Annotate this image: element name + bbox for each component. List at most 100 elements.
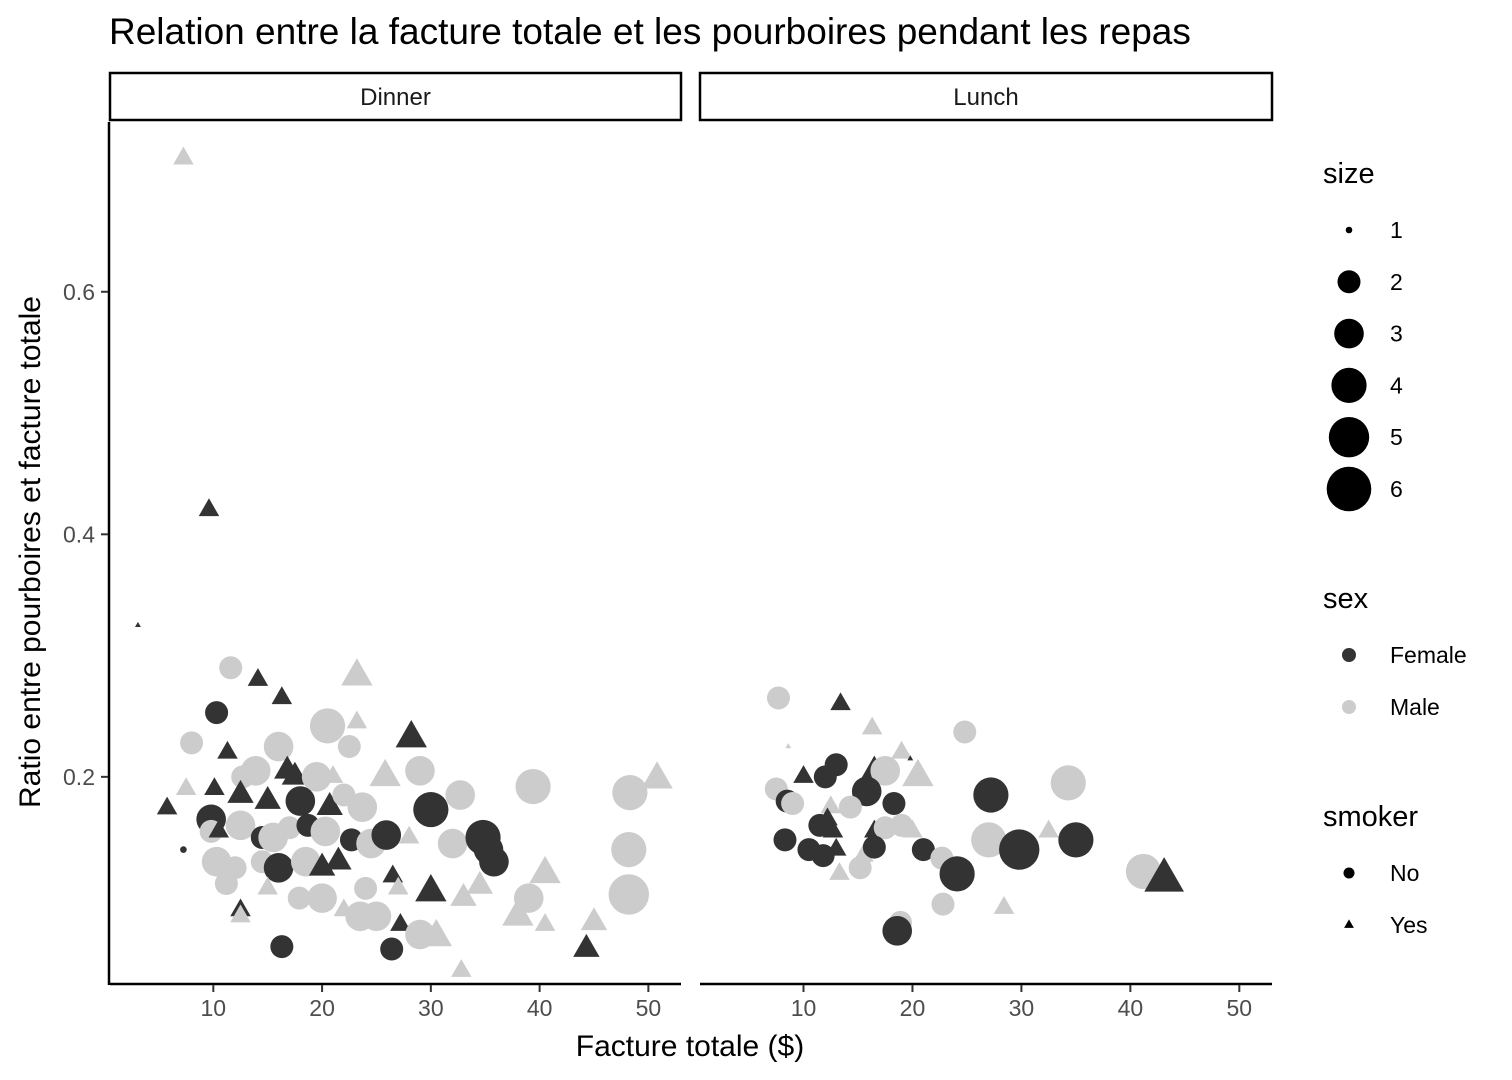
data-point bbox=[263, 731, 294, 762]
data-point bbox=[180, 846, 187, 853]
data-point bbox=[953, 720, 977, 744]
data-point bbox=[608, 874, 649, 915]
data-point bbox=[240, 755, 271, 786]
chart-title: Relation entre la facture totale et les … bbox=[109, 11, 1191, 52]
data-point bbox=[861, 716, 883, 735]
legend-smoker-label: No bbox=[1390, 860, 1419, 886]
strip-label-dinner: Dinner bbox=[360, 84, 431, 111]
data-point bbox=[450, 882, 477, 906]
data-point bbox=[322, 765, 344, 783]
data-point bbox=[173, 146, 194, 165]
legend-size: size 1 2 3 4 5 6 bbox=[1323, 158, 1403, 512]
data-point bbox=[254, 785, 281, 809]
legend-sex: sex Female Male bbox=[1323, 583, 1467, 720]
x-tick-label: 10 bbox=[791, 995, 817, 1021]
legend-size-title: size bbox=[1323, 158, 1375, 190]
data-point bbox=[308, 852, 336, 876]
data-point bbox=[281, 761, 309, 785]
legend-smoker: smoker No Yes bbox=[1323, 801, 1428, 938]
legend-size-label: 6 bbox=[1390, 476, 1403, 502]
data-point bbox=[573, 933, 600, 957]
legend-sex-key bbox=[1342, 700, 1356, 714]
data-point bbox=[931, 892, 955, 916]
data-point bbox=[316, 792, 343, 815]
legend-size-key bbox=[1334, 318, 1364, 349]
data-point bbox=[445, 780, 476, 810]
data-point bbox=[337, 735, 361, 759]
data-point bbox=[822, 819, 844, 838]
data-point bbox=[180, 731, 204, 755]
data-point bbox=[135, 621, 141, 627]
panel-dinner: 10 20 30 40 50 bbox=[110, 146, 681, 1021]
x-tick-label: 20 bbox=[309, 995, 335, 1021]
data-point bbox=[611, 832, 647, 868]
strip-label-lunch: Lunch bbox=[953, 84, 1018, 111]
data-point bbox=[198, 498, 220, 517]
data-point bbox=[848, 856, 872, 880]
data-point bbox=[766, 686, 790, 710]
data-point bbox=[829, 862, 850, 880]
legend-size-key bbox=[1337, 270, 1361, 294]
data-point bbox=[230, 904, 251, 923]
y-tick-label: 0.2 bbox=[63, 764, 95, 790]
facet-strip-dinner: Dinner bbox=[108, 71, 683, 122]
data-point bbox=[870, 755, 901, 786]
data-point bbox=[1144, 857, 1185, 892]
data-point bbox=[838, 795, 862, 819]
data-point bbox=[437, 828, 468, 859]
legend-sex-items: Female Male bbox=[1342, 642, 1467, 720]
legend-size-label: 2 bbox=[1390, 269, 1403, 295]
data-point bbox=[529, 855, 561, 884]
data-point bbox=[902, 758, 934, 787]
data-point bbox=[307, 883, 337, 913]
data-point bbox=[205, 701, 229, 725]
data-point bbox=[287, 886, 311, 910]
data-point bbox=[257, 876, 278, 895]
legend-size-label: 3 bbox=[1390, 321, 1403, 347]
data-point bbox=[641, 761, 673, 789]
data-point bbox=[612, 775, 648, 811]
data-point bbox=[580, 907, 608, 931]
data-point bbox=[534, 913, 556, 931]
data-point bbox=[271, 686, 293, 705]
data-point bbox=[891, 740, 912, 759]
legend-smoker-title: smoker bbox=[1323, 801, 1418, 833]
data-point bbox=[420, 918, 452, 947]
data-point bbox=[862, 835, 886, 859]
y-axis: 0.2 0.4 0.6 bbox=[63, 122, 111, 985]
data-point bbox=[347, 792, 378, 822]
data-point bbox=[156, 796, 178, 815]
data-point bbox=[310, 816, 341, 847]
legend-smoker-label: Yes bbox=[1390, 912, 1428, 938]
data-point bbox=[247, 668, 269, 686]
data-point bbox=[369, 758, 401, 787]
legend-sex-label: Female bbox=[1390, 642, 1467, 668]
data-point bbox=[466, 870, 493, 894]
legend-size-key bbox=[1326, 466, 1372, 512]
data-point bbox=[882, 916, 913, 946]
x-tick-label: 30 bbox=[1009, 995, 1035, 1021]
data-point bbox=[219, 656, 243, 680]
data-point bbox=[811, 844, 835, 868]
data-point bbox=[993, 896, 1015, 914]
data-point bbox=[1038, 819, 1059, 838]
data-point bbox=[346, 710, 368, 729]
data-point bbox=[1050, 765, 1086, 801]
x-tick-label: 10 bbox=[201, 995, 227, 1021]
data-point bbox=[208, 819, 230, 838]
data-point bbox=[479, 846, 509, 877]
x-tick-label: 50 bbox=[1227, 995, 1253, 1021]
legend-sex-title: sex bbox=[1323, 583, 1369, 615]
legend-sex-label: Male bbox=[1390, 694, 1440, 720]
legend-size-key bbox=[1328, 417, 1370, 458]
data-point bbox=[277, 816, 301, 840]
legend-size-key bbox=[1331, 367, 1367, 403]
facet-strip-lunch: Lunch bbox=[698, 71, 1274, 122]
data-point bbox=[911, 838, 935, 862]
data-point bbox=[270, 935, 294, 959]
legend-sex-key bbox=[1342, 648, 1356, 662]
x-tick-label: 40 bbox=[1118, 995, 1144, 1021]
legend-size-label: 1 bbox=[1390, 217, 1403, 243]
data-point bbox=[793, 765, 814, 783]
strip-box-dinner bbox=[108, 71, 683, 122]
